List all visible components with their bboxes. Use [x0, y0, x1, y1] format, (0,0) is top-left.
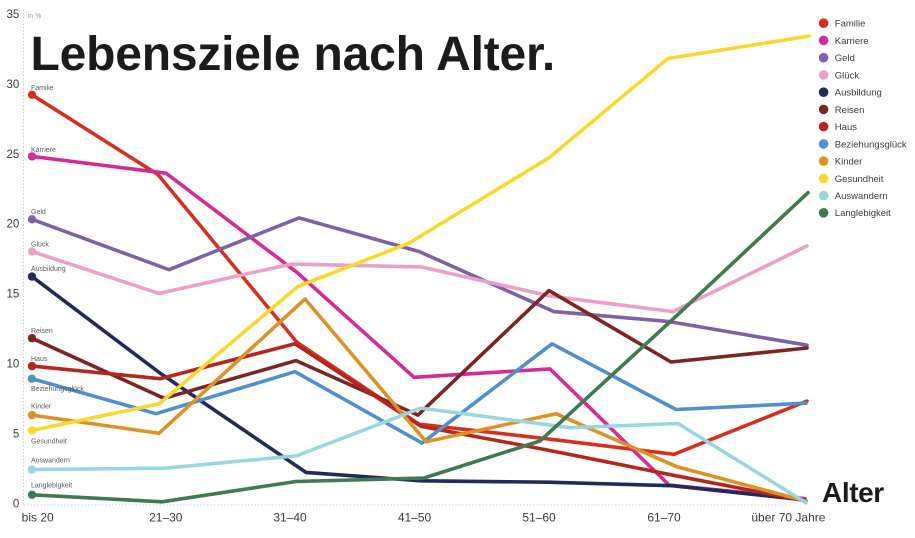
- svg-text:Familie: Familie: [835, 19, 866, 30]
- svg-text:über 70 Jahre: über 70 Jahre: [751, 511, 825, 525]
- svg-text:Reisen: Reisen: [835, 105, 865, 116]
- svg-text:Geld: Geld: [835, 53, 855, 64]
- svg-text:Karriere: Karriere: [835, 36, 869, 47]
- svg-text:Langlebigkeit: Langlebigkeit: [835, 208, 891, 219]
- svg-text:0: 0: [13, 498, 19, 510]
- svg-text:Haus: Haus: [31, 356, 48, 363]
- svg-text:Reisen: Reisen: [31, 328, 53, 335]
- svg-text:Kinder: Kinder: [31, 404, 52, 411]
- svg-text:Haus: Haus: [835, 122, 857, 133]
- svg-text:5: 5: [13, 429, 19, 441]
- svg-text:Alter: Alter: [822, 477, 884, 508]
- svg-text:15: 15: [7, 289, 20, 301]
- svg-text:31–40: 31–40: [273, 511, 307, 525]
- svg-text:Langlebigkeit: Langlebigkeit: [31, 483, 72, 490]
- svg-text:Beziehungsglück: Beziehungsglück: [835, 139, 907, 150]
- svg-text:10: 10: [7, 359, 20, 371]
- svg-text:61–70: 61–70: [647, 511, 681, 525]
- svg-text:Familie: Familie: [31, 85, 54, 92]
- svg-text:41–50: 41–50: [398, 511, 432, 525]
- svg-text:Ausbildung: Ausbildung: [31, 266, 66, 273]
- svg-text:30: 30: [7, 79, 20, 91]
- svg-text:Glück: Glück: [835, 70, 860, 81]
- svg-text:Lebensziele nach Alter.: Lebensziele nach Alter.: [31, 28, 555, 81]
- svg-text:21–30: 21–30: [149, 511, 183, 525]
- svg-text:Geld: Geld: [31, 209, 46, 216]
- svg-text:Glück: Glück: [31, 242, 49, 249]
- svg-text:Ausbildung: Ausbildung: [835, 88, 882, 99]
- svg-text:Gesundheit: Gesundheit: [31, 439, 67, 446]
- svg-text:Gesundheit: Gesundheit: [835, 174, 884, 185]
- svg-text:Beziehungsglück: Beziehungsglück: [31, 386, 84, 393]
- svg-text:in %: in %: [28, 13, 42, 20]
- svg-text:Karriere: Karriere: [31, 147, 56, 154]
- svg-text:bis 20: bis 20: [22, 511, 54, 525]
- svg-text:35: 35: [7, 9, 20, 21]
- svg-text:25: 25: [7, 149, 20, 161]
- svg-text:Kinder: Kinder: [835, 157, 862, 168]
- svg-text:51–60: 51–60: [522, 511, 556, 525]
- svg-text:Auswandern: Auswandern: [835, 191, 888, 202]
- svg-text:Auswandern: Auswandern: [31, 458, 70, 465]
- svg-text:20: 20: [7, 219, 20, 231]
